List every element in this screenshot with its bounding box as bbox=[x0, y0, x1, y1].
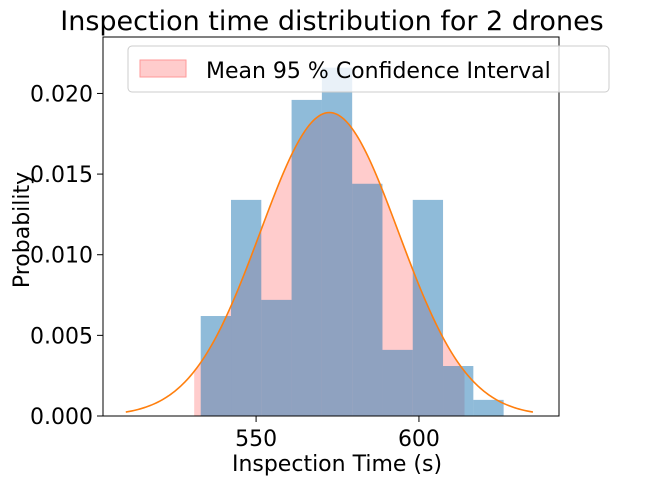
x-tick-label: 600 bbox=[398, 427, 440, 452]
y-tick-label: 0.015 bbox=[30, 163, 93, 188]
y-tick-label: 0.020 bbox=[30, 82, 93, 107]
legend: Mean 95 % Confidence Interval bbox=[127, 45, 610, 93]
y-tick-label: 0.000 bbox=[30, 405, 93, 430]
histogram-bar-10 bbox=[473, 399, 504, 416]
y-tick-label: 0.010 bbox=[30, 244, 93, 269]
histogram-bar-7 bbox=[382, 349, 413, 416]
y-axis: 0.000 0.005 0.010 0.015 0.020 bbox=[30, 82, 103, 430]
histogram-bar-9 bbox=[443, 366, 474, 416]
histogram-bar-2 bbox=[231, 199, 262, 416]
y-tick-label: 0.005 bbox=[30, 324, 93, 349]
histogram-bars bbox=[200, 67, 504, 417]
x-tick-label: 550 bbox=[235, 427, 277, 452]
normal-curve bbox=[125, 111, 534, 413]
y-axis-label: Probability bbox=[10, 172, 35, 288]
histogram-bar-3 bbox=[261, 299, 292, 416]
plot-frame bbox=[102, 36, 560, 417]
x-axis-label: Inspection Time (s) bbox=[232, 452, 442, 477]
chart-title: Inspection time distribution for 2 drone… bbox=[60, 6, 604, 37]
normal-curve-line bbox=[125, 111, 534, 413]
histogram-bar-5 bbox=[321, 67, 353, 417]
legend-box bbox=[127, 45, 610, 93]
histogram-bar-1 bbox=[200, 316, 232, 416]
x-axis: 550 600 bbox=[235, 416, 440, 452]
histogram-bar-4 bbox=[291, 99, 322, 416]
legend-label: Mean 95 % Confidence Interval bbox=[206, 59, 551, 84]
legend-swatch bbox=[139, 59, 187, 78]
histogram-bar-6 bbox=[352, 183, 383, 416]
